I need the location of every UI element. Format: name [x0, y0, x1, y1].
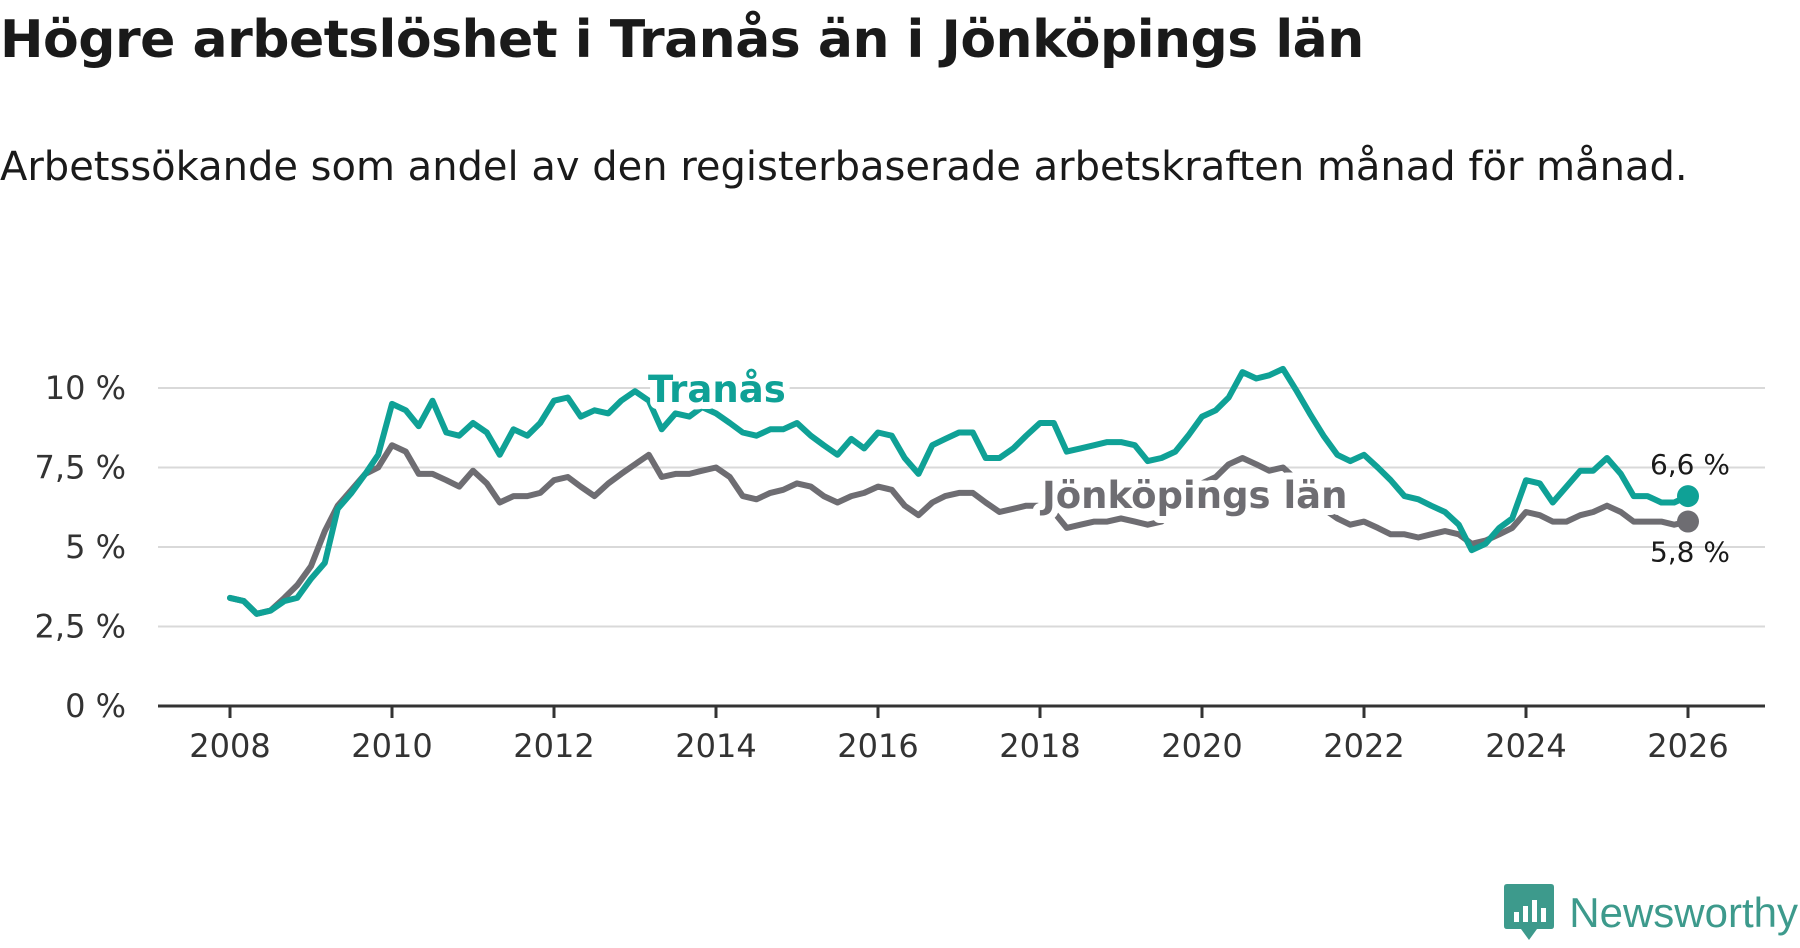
series-layer	[227, 365, 1691, 617]
y-tick-label: 7,5 %	[35, 449, 126, 487]
y-tick-label: 2,5 %	[35, 608, 126, 646]
series-label-tranas-halo: Tranås	[648, 368, 786, 411]
y-tick-label: 10 %	[45, 369, 126, 407]
chart-subtitle: Arbetssökande som andel av den registerb…	[0, 144, 1688, 190]
x-tick-label: 2010	[351, 727, 432, 765]
brand-name: Newsworthy	[1569, 889, 1798, 936]
x-tick-label: 2022	[1323, 727, 1404, 765]
x-tick-label: 2020	[1161, 727, 1242, 765]
x-tick-label: 2024	[1485, 727, 1566, 765]
grid-layer	[158, 387, 1765, 628]
x-tick-label: 2018	[999, 727, 1080, 765]
series-label-jonkopings-lan: Jönköpings län	[1039, 474, 1347, 517]
y-tick-label: 0 %	[65, 687, 126, 725]
x-tick-label: 2012	[513, 727, 594, 765]
newsworthy-logo-icon	[1504, 884, 1555, 940]
end-point-tranas	[1677, 485, 1699, 508]
x-tick-label: 2008	[189, 727, 270, 765]
brand-logo[interactable]: Newsworthy	[1503, 878, 1798, 948]
end-label-tranas: 6,6 %	[1650, 448, 1730, 481]
end-label-jonkopings-lan: 5,8 %	[1650, 536, 1730, 569]
series-label-jonkopings-lan-halo: Jönköpings län	[1039, 474, 1347, 517]
x-tick-label: 2016	[837, 727, 918, 765]
x-tick-label: 2026	[1647, 727, 1728, 765]
chart-title: Högre arbetslöshet i Tranås än i Jönköpi…	[0, 10, 1364, 70]
x-tick-label: 2014	[675, 727, 756, 765]
series-label-tranas: Tranås	[648, 368, 786, 411]
y-tick-label: 5 %	[65, 528, 126, 566]
end-point-jonkopings-lan	[1677, 510, 1699, 533]
series-line-tranas	[227, 365, 1691, 617]
series-line-jonkopings-lan	[227, 442, 1691, 617]
y-axis: 0 % 2,5 % 5 % 7,5 % 10 %	[35, 369, 126, 725]
x-axis: 2008 2010 2012 2014 2016 2018 2020 2022 2024 2026	[158, 704, 1765, 765]
